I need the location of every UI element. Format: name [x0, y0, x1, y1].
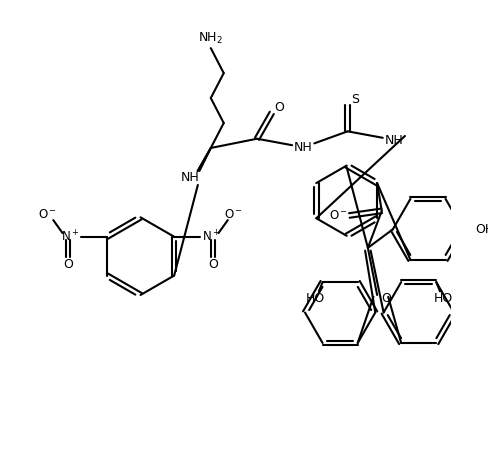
Text: O: O — [63, 258, 73, 271]
Text: OH: OH — [476, 223, 488, 236]
Text: O$^-$: O$^-$ — [224, 208, 243, 221]
Text: O$^-$: O$^-$ — [38, 208, 57, 221]
Text: NH: NH — [385, 134, 403, 147]
Text: S: S — [351, 93, 359, 106]
Text: O: O — [208, 258, 218, 271]
Text: HO: HO — [305, 292, 325, 305]
Text: NH$_2$: NH$_2$ — [198, 30, 224, 45]
Text: NH: NH — [294, 142, 313, 155]
Text: NH: NH — [181, 171, 200, 184]
Text: O: O — [274, 101, 284, 114]
Text: HO: HO — [434, 292, 453, 305]
Text: N$^+$: N$^+$ — [61, 229, 79, 244]
Text: N$^+$: N$^+$ — [202, 229, 221, 244]
Text: O: O — [382, 292, 391, 305]
Text: O$^-$: O$^-$ — [329, 209, 348, 222]
